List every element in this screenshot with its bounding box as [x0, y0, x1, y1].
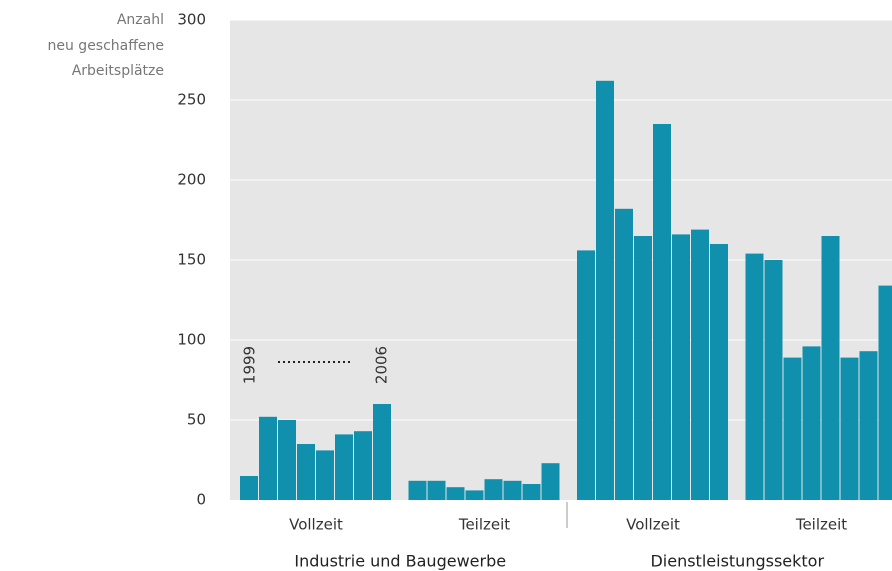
bar — [764, 260, 783, 500]
bar — [691, 229, 709, 500]
group-label: Vollzeit — [289, 516, 343, 534]
bar — [316, 450, 334, 500]
bar — [577, 250, 595, 500]
bar — [596, 80, 614, 501]
y-tick-label: 300 — [177, 11, 206, 29]
y-axis-label: Anzahl — [117, 12, 164, 28]
bar — [710, 244, 728, 500]
y-tick-label: 50 — [187, 411, 206, 429]
bar — [522, 484, 541, 500]
bar — [335, 434, 353, 500]
bar — [783, 357, 802, 500]
y-tick-label: 250 — [177, 91, 206, 109]
bar — [354, 431, 372, 500]
bar — [446, 487, 465, 500]
y-axis-label: neu geschaffene — [48, 38, 165, 54]
bar — [878, 285, 892, 500]
bar — [297, 444, 315, 500]
bar — [634, 236, 652, 500]
bar — [465, 490, 484, 500]
group-label: Teilzeit — [458, 516, 510, 534]
bar — [484, 479, 503, 500]
bar — [615, 208, 633, 501]
sector-label: Dienstleistungssektor — [650, 552, 824, 571]
y-axis-label: Arbeitsplätze — [72, 63, 164, 79]
bar — [840, 357, 859, 500]
bar — [745, 253, 764, 500]
bar — [859, 351, 878, 500]
bar — [259, 416, 277, 500]
annotation: 1999 — [241, 346, 259, 384]
bar — [653, 124, 671, 500]
bar — [278, 420, 296, 500]
y-tick-label: 0 — [196, 491, 206, 509]
bar — [821, 236, 840, 500]
bar — [240, 476, 258, 500]
bar — [503, 480, 522, 500]
group-label: Teilzeit — [795, 516, 847, 534]
y-tick-label: 200 — [177, 171, 206, 189]
annotation: 2006 — [373, 346, 391, 384]
bar — [802, 346, 821, 500]
bar — [541, 463, 560, 500]
bar — [427, 480, 446, 500]
y-tick-label: 150 — [177, 251, 206, 269]
group-label: Vollzeit — [626, 516, 680, 534]
sector-label: Industrie und Baugewerbe — [294, 552, 506, 571]
y-tick-label: 100 — [177, 331, 206, 349]
bar — [672, 234, 690, 500]
bar — [408, 480, 427, 500]
bar — [373, 404, 391, 500]
